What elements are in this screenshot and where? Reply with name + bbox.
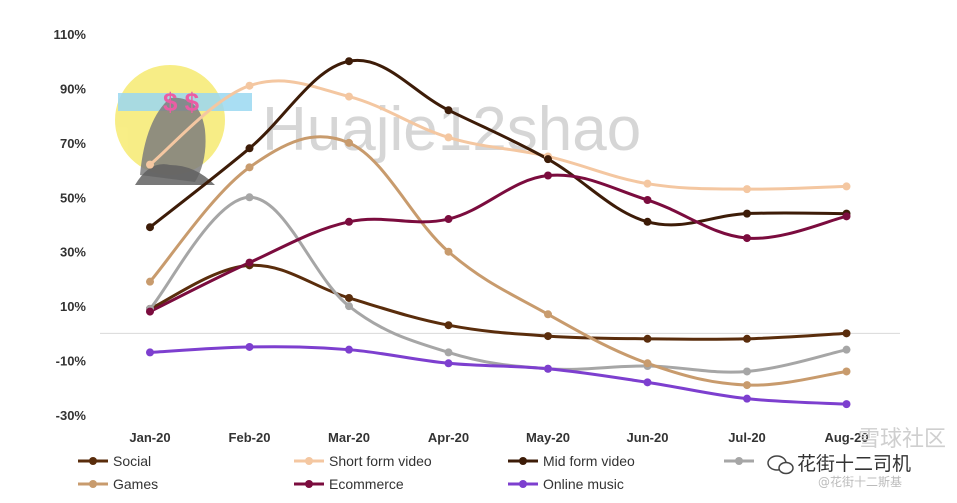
legend-marker (519, 457, 527, 465)
data-point (345, 138, 353, 147)
series-line-0 (148, 263, 848, 341)
legend-marker (89, 457, 97, 465)
x-tick-label: Jan-20 (129, 430, 170, 445)
data-point (146, 223, 154, 232)
data-point (444, 106, 453, 115)
data-point (245, 193, 254, 202)
data-point (643, 334, 652, 343)
data-point (146, 277, 154, 286)
data-point (544, 332, 552, 341)
data-point (345, 302, 353, 311)
series-line-6 (148, 345, 848, 406)
legend-label: Games (113, 476, 158, 492)
x-tick-label: Jun-20 (627, 430, 669, 445)
legend-marker (519, 480, 527, 488)
series-line-2 (148, 58, 848, 229)
legend-marker (89, 480, 97, 488)
legend-label: Online music (543, 476, 624, 492)
x-tick-label: Feb-20 (229, 430, 271, 445)
data-point (643, 378, 652, 387)
y-tick-label: 50% (60, 190, 86, 205)
data-point (743, 234, 751, 243)
y-tick-label: 70% (60, 136, 86, 151)
data-point (643, 179, 652, 188)
data-point (842, 182, 851, 191)
dollar-sign-left: $ $ (163, 87, 200, 117)
wechat-icon (767, 455, 794, 475)
data-point (345, 92, 353, 101)
data-point (345, 217, 353, 226)
legend-marker (305, 480, 313, 488)
data-point (245, 144, 254, 153)
series-points (146, 57, 851, 409)
x-tick-label: Jul-20 (728, 430, 766, 445)
data-point (444, 133, 453, 142)
y-tick-label: -10% (56, 354, 87, 369)
data-point (345, 345, 353, 354)
data-point (345, 57, 353, 66)
legend-marker (735, 457, 743, 465)
y-tick-label: -30% (56, 408, 87, 423)
series-line-5 (148, 173, 848, 314)
avatar-watermark: $ $ (115, 65, 252, 185)
data-point (842, 367, 851, 376)
y-tick-label: 90% (60, 81, 86, 96)
x-tick-label: Aug-20 (824, 430, 868, 445)
data-point (544, 155, 552, 164)
data-point (743, 394, 751, 403)
legend-label: Short form video (329, 453, 432, 469)
data-point (842, 400, 851, 409)
y-tick-label: 30% (60, 245, 86, 260)
legend: Social Short form video Mid form video Game… (78, 453, 754, 492)
data-point (146, 348, 154, 357)
data-point (842, 212, 851, 221)
data-point (643, 217, 652, 226)
data-point (743, 367, 751, 376)
data-point (245, 258, 254, 267)
data-point (146, 160, 154, 169)
data-point (743, 185, 751, 194)
x-axis: Jan-20 Feb-20 Mar-20 Apr-20 May-20 Jun-20 Jul-… (129, 430, 868, 445)
legend-label: Social (113, 453, 151, 469)
data-point (245, 342, 254, 351)
watermark-bottom-line1: 花街十二司机 (797, 453, 911, 475)
data-point (444, 215, 453, 224)
data-point (245, 163, 254, 172)
data-point (842, 345, 851, 354)
data-point (743, 381, 751, 390)
y-tick-label: 110% (53, 27, 86, 42)
data-point (345, 293, 353, 302)
y-axis: 110% 90% 70% 50% 30% 10% -10% -30% (53, 27, 86, 423)
data-point (444, 348, 453, 357)
data-point (245, 81, 254, 90)
watermark-text: Huajie12shao (262, 95, 641, 164)
data-point (146, 307, 154, 316)
legend-label: Mid form video (543, 453, 635, 469)
data-point (444, 247, 453, 256)
data-point (643, 359, 652, 368)
legend-label: Ecommerce (329, 476, 404, 492)
data-point (743, 209, 751, 218)
watermark-bottom-line2: @花街十二斯基 (818, 474, 902, 489)
data-point (544, 171, 552, 180)
x-tick-label: Mar-20 (328, 430, 370, 445)
x-tick-label: Apr-20 (428, 430, 469, 445)
data-point (842, 329, 851, 338)
data-point (444, 359, 453, 368)
y-tick-label: 10% (60, 299, 86, 314)
data-point (544, 310, 552, 319)
legend-marker (305, 457, 313, 465)
data-point (544, 364, 552, 373)
data-point (643, 196, 652, 205)
x-tick-label: May-20 (526, 430, 570, 445)
data-point (444, 321, 453, 330)
data-point (743, 334, 751, 343)
watermark-top-right: 雪球社区 (858, 427, 946, 452)
